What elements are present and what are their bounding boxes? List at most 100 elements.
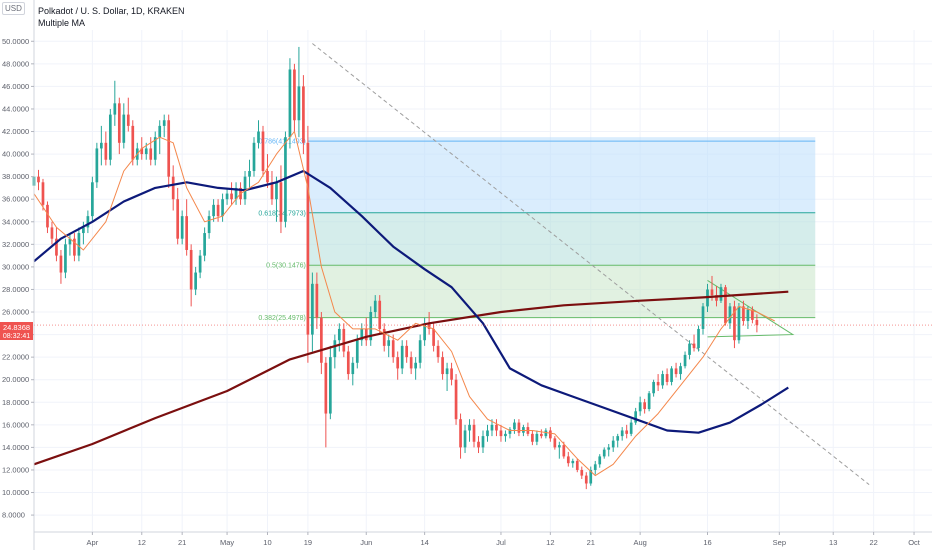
- candle-body: [342, 329, 345, 352]
- candle-body: [262, 132, 265, 171]
- candle-body: [167, 120, 170, 176]
- candle-body: [378, 301, 381, 329]
- candle-body: [477, 442, 480, 448]
- candle-body: [190, 250, 193, 289]
- symbol-title[interactable]: Polkadot / U. S. Dollar, 1D, KRAKEN: [38, 6, 185, 16]
- candle-body: [329, 357, 332, 413]
- candle-body: [338, 329, 341, 340]
- candle-body: [666, 374, 669, 382]
- candle-body: [500, 430, 503, 436]
- candle-body: [280, 182, 283, 221]
- fib-level-label: 0.5(30.1476): [266, 263, 306, 270]
- candle-body: [64, 244, 67, 272]
- time-tick-label: 22: [869, 538, 877, 547]
- candle-body: [562, 445, 565, 456]
- candle-body: [293, 69, 296, 120]
- currency-button[interactable]: USD: [2, 2, 25, 15]
- candle-body: [302, 86, 305, 142]
- candle-body: [482, 436, 485, 447]
- candle-body: [221, 199, 224, 216]
- candle-body: [450, 368, 453, 379]
- time-tick-label: 16: [703, 538, 711, 547]
- candle-body: [603, 450, 606, 457]
- candle-body: [652, 382, 655, 393]
- time-tick-label: 10: [263, 538, 271, 547]
- candle-body: [127, 115, 130, 126]
- study-legend[interactable]: Multiple MA: [38, 18, 85, 28]
- time-tick-label: 12: [138, 538, 146, 547]
- price-tick-label: 28.0000: [2, 285, 29, 294]
- price-tick-label: 44.0000: [2, 104, 29, 113]
- candle-body: [486, 430, 489, 436]
- time-tick-label: Jul: [496, 538, 506, 547]
- price-tick-label: 22.0000: [2, 353, 29, 362]
- time-tick-label: Apr: [87, 538, 99, 547]
- candle-body: [96, 148, 99, 182]
- candle-body: [347, 352, 350, 375]
- time-tick-label: Aug: [633, 538, 646, 547]
- candle-body: [643, 402, 646, 409]
- candle-body: [199, 256, 202, 273]
- candle-body: [724, 287, 727, 323]
- candle-body: [91, 182, 94, 216]
- candle-body: [163, 120, 166, 126]
- candle-body: [230, 194, 233, 200]
- time-tick-label: Sep: [773, 538, 786, 547]
- bar-countdown: 08:32:41: [3, 333, 30, 340]
- candle-body: [351, 363, 354, 374]
- candle-body: [697, 329, 700, 348]
- candle-body: [616, 436, 619, 441]
- candle-body: [383, 329, 386, 346]
- price-tick-label: 14.0000: [2, 443, 29, 452]
- candle-body: [149, 148, 152, 159]
- candle-body: [208, 216, 211, 233]
- candle-body: [298, 86, 301, 120]
- candle-body: [491, 425, 494, 431]
- candle-body: [518, 423, 521, 433]
- price-tick-label: 30.0000: [2, 262, 29, 271]
- price-tick-label: 46.0000: [2, 82, 29, 91]
- candle-body: [100, 143, 103, 149]
- candle-body: [109, 115, 112, 160]
- candle-body: [684, 355, 687, 366]
- candle-body: [410, 357, 413, 368]
- candle-body: [333, 340, 336, 357]
- candle-body: [266, 171, 269, 182]
- candle-body: [145, 148, 148, 154]
- candle-body: [675, 368, 678, 374]
- candle-body: [607, 447, 610, 449]
- candle-body: [203, 233, 206, 256]
- candle-body: [158, 126, 161, 137]
- candle-body: [387, 340, 390, 346]
- time-tick-label: 21: [178, 538, 186, 547]
- candle-body: [756, 320, 759, 325]
- candle-body: [621, 430, 624, 436]
- candle-body: [625, 430, 628, 433]
- price-tick-label: 18.0000: [2, 398, 29, 407]
- candle-body: [558, 445, 561, 447]
- fib-zone: [308, 137, 815, 213]
- candle-body: [747, 310, 750, 321]
- candle-body: [311, 284, 314, 335]
- price-tick-label: 34.0000: [2, 217, 29, 226]
- candle-body: [513, 423, 516, 430]
- candle-body: [226, 194, 229, 200]
- candle-body: [217, 205, 220, 216]
- candle-body: [468, 425, 471, 431]
- candle-body: [549, 430, 552, 438]
- candle-body: [459, 419, 462, 447]
- price-tick-label: 38.0000: [2, 172, 29, 181]
- candle-body: [212, 205, 215, 216]
- candle-body: [194, 273, 197, 290]
- candle-body: [738, 306, 741, 340]
- candle-body: [122, 115, 125, 143]
- candle-body: [131, 126, 134, 160]
- candle-body: [325, 363, 328, 414]
- candle-body: [275, 182, 278, 199]
- candle-body: [729, 306, 732, 323]
- candle-body: [679, 366, 682, 374]
- candle-body: [118, 103, 121, 142]
- last-price-value: 24.8368: [3, 323, 30, 332]
